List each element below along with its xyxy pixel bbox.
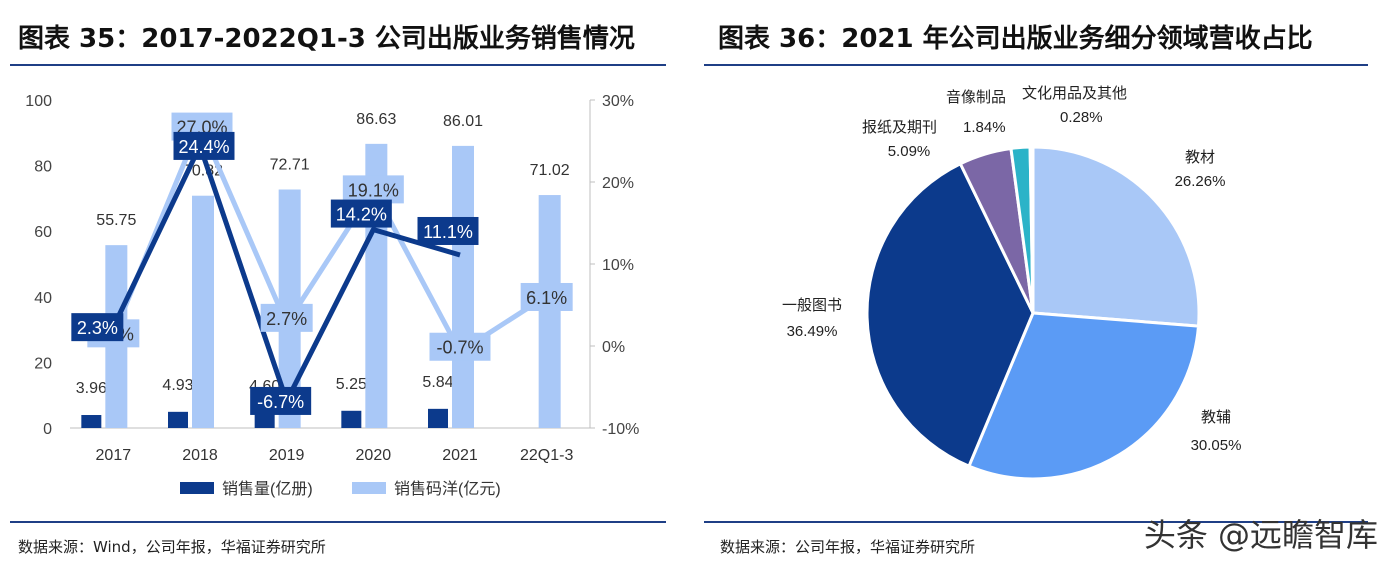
legend-swatch-value	[352, 482, 386, 494]
volume-growth-label-text: 24.4%	[178, 137, 229, 157]
value-bar	[538, 195, 561, 428]
volume-bar-label: 3.96	[76, 380, 107, 397]
volume-growth-label-text: 14.2%	[336, 205, 387, 225]
pie-slice	[966, 311, 1201, 481]
value-growth-label: 2.7%	[260, 303, 313, 332]
pie-label-name: 教材	[1185, 149, 1215, 166]
right-y-tick-label: 10%	[602, 257, 634, 274]
right-y-tick-label: -10%	[602, 421, 639, 438]
value-bar-label: 70.82	[183, 163, 223, 180]
left-bottom-rule	[10, 521, 666, 523]
left-chart-panel: 图表 35：2017-2022Q1-3 公司出版业务销售情况 0 20 40 60 80…	[0, 0, 680, 568]
volume-bar-label: 5.25	[336, 376, 367, 393]
left-y-tick-label: 40	[34, 290, 52, 307]
x-tick-label: 22Q1-3	[520, 447, 573, 464]
volume-growth-label: 24.4%	[173, 131, 235, 160]
pie-slice	[1031, 145, 1201, 328]
volume-growth-label-text: -6.7%	[257, 392, 304, 412]
volume-growth-label: -6.7%	[250, 386, 312, 415]
volume-bar-label: 4.93	[162, 377, 193, 394]
x-tick-label: 2018	[182, 447, 218, 464]
right-y-tick-label: 30%	[602, 93, 634, 110]
pie-label-value: 30.05%	[1191, 437, 1242, 454]
value-bar-label: 86.01	[443, 113, 483, 130]
volume-growth-label-text: 2.3%	[77, 318, 118, 338]
volume-bar	[168, 411, 188, 428]
volume-bar	[254, 412, 275, 428]
pie-label-value: 26.26%	[1175, 173, 1226, 190]
volume-growth-label-box	[71, 313, 124, 342]
right-y-tick-label: 20%	[602, 175, 634, 192]
volume-bar	[428, 408, 448, 428]
watermark: 头条 @远瞻智库	[1143, 516, 1378, 554]
value-growth-label: 19.1%	[342, 175, 404, 204]
volume-bar	[341, 410, 362, 428]
x-tick-label: 2020	[356, 447, 392, 464]
sales-combo-chart: 0 20 40 60 80 100 -10% 0% 10% 20% 30% 3.96 55.75 2017…	[25, 93, 639, 498]
value-growth-label-text: 2.7%	[266, 309, 307, 329]
legend-swatch-volume	[180, 482, 214, 494]
legend-label-value: 销售码洋(亿元)	[394, 480, 501, 498]
right-bottom-rule	[704, 521, 1368, 523]
volume-growth-label: 11.1%	[417, 216, 479, 245]
legend-label-volume: 销售量(亿册)	[222, 480, 313, 498]
left-y-tick-label: 0	[43, 421, 52, 438]
right-chart-source: 数据来源：公司年报，华福证券研究所	[720, 538, 976, 556]
pie-label-name: 音像制品	[946, 89, 1006, 106]
value-growth-label-box	[260, 303, 313, 332]
pie-label-name: 一般图书	[782, 297, 842, 314]
pie-label-value: 0.28%	[1060, 109, 1103, 126]
left-chart-title: 图表 35：2017-2022Q1-3 公司出版业务销售情况	[18, 24, 635, 54]
left-title-rule	[10, 64, 666, 66]
left-y-tick-label: 100	[25, 93, 52, 110]
right-chart-title: 图表 36：2021 年公司出版业务细分领域营收占比	[718, 24, 1313, 54]
x-tick-label: 2021	[442, 447, 478, 464]
value-growth-label-box	[520, 282, 573, 311]
right-title-rule	[704, 64, 1368, 66]
volume-growth-label-box	[173, 131, 235, 160]
value-bar	[192, 195, 214, 428]
value-growth-label-text: 6.1%	[526, 288, 567, 308]
left-chart-source: 数据来源：Wind，公司年报，华福证券研究所	[18, 538, 326, 556]
value-bar-label: 72.71	[270, 157, 310, 174]
right-chart-panel: 图表 36：2021 年公司出版业务细分领域营收占比 教材 26.26% 教辅 30.…	[700, 0, 1394, 568]
volume-growth-label-box	[330, 199, 392, 228]
value-bar-label: 71.02	[530, 162, 570, 179]
value-growth-label-text: 19.1%	[348, 180, 399, 200]
x-tick-label: 2019	[269, 447, 305, 464]
volume-bar-label: 5.84	[422, 374, 453, 391]
left-y-tick-label: 80	[34, 159, 52, 176]
value-bar-label: 86.63	[356, 111, 396, 128]
chart-legend: 销售量(亿册) 销售码洋(亿元)	[180, 480, 501, 498]
value-growth-label-text: -0.7%	[436, 338, 483, 358]
pie-label-value: 1.84%	[963, 119, 1006, 136]
pie-label-value: 36.49%	[787, 323, 838, 340]
value-bar-label: 55.75	[96, 212, 136, 229]
segment-pie-chart: 教材 26.26% 教辅 30.05% 一般图书 36.49% 报纸及期刊 5.09% 音像制品…	[782, 85, 1242, 481]
left-y-tick-label: 60	[34, 224, 52, 241]
volume-growth-label-box	[417, 216, 479, 245]
x-tick-label: 2017	[96, 447, 132, 464]
pie-slice	[865, 161, 1035, 469]
volume-growth-label-text: 11.1%	[423, 222, 473, 242]
value-bar	[452, 145, 474, 428]
value-growth-label-box	[429, 332, 491, 361]
pie-label-name: 教辅	[1201, 409, 1231, 426]
value-growth-label: 6.1%	[520, 282, 573, 311]
volume-growth-label: 14.2%	[330, 199, 392, 228]
left-y-tick-label: 20	[34, 355, 52, 372]
volume-growth-label: 2.3%	[71, 313, 124, 342]
pie-label-value: 5.09%	[888, 143, 931, 160]
value-growth-label: -0.7%	[429, 332, 491, 361]
volume-growth-label-box	[250, 386, 312, 415]
volume-bar	[81, 415, 102, 428]
pie-label-name: 报纸及期刊	[862, 119, 937, 136]
pie-slice	[1028, 145, 1035, 314]
pie-label-name: 文化用品及其他	[1022, 85, 1127, 102]
right-y-tick-label: 0%	[602, 339, 625, 356]
value-growth-label-box	[342, 175, 404, 204]
